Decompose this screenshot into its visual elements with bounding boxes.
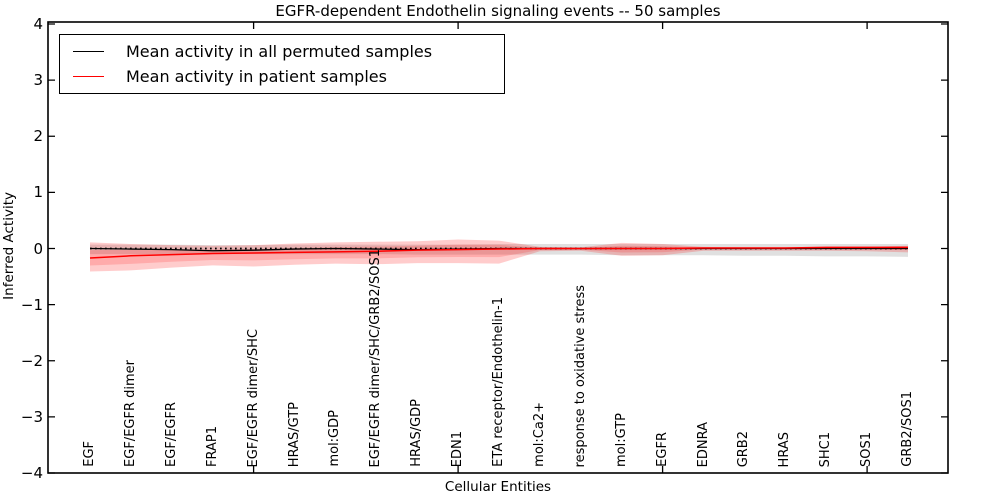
x-tick-label: EDN1 <box>450 430 466 467</box>
x-tick-label: response to oxidative stress <box>572 284 588 467</box>
y-tick-label: 1 <box>33 183 43 202</box>
y-tick-label: −2 <box>20 351 43 370</box>
x-tick-label: HRAS/GDP <box>409 399 425 467</box>
x-tick-label: HRAS <box>777 431 793 467</box>
x-tick-label: SHC1 <box>818 431 834 467</box>
black-line-swatch-icon <box>73 50 104 52</box>
x-tick-label: SOS1 <box>859 431 875 467</box>
y-tick-label: −3 <box>20 407 43 426</box>
x-tick-label: EGFR <box>654 432 670 467</box>
x-tick-label: ETA receptor/Endothelin-1 <box>491 297 506 467</box>
y-tick-label: 3 <box>33 71 43 90</box>
red-line-swatch-icon <box>73 76 104 78</box>
legend-label: Mean activity in all permuted samples <box>126 41 433 61</box>
legend-label: Mean activity in patient samples <box>126 67 387 87</box>
x-tick-label: EGF/EGFR <box>163 402 179 467</box>
x-tick-label: EDNRA <box>695 421 711 467</box>
legend-entry-permuted: Mean activity in all permuted samples <box>73 42 504 61</box>
x-tick-label: GRB2/SOS1 <box>900 391 915 467</box>
x-tick-label: mol:Ca2+ <box>531 402 547 467</box>
legend-entry-patient: Mean activity in patient samples <box>73 67 504 86</box>
y-tick-label: −4 <box>20 464 43 482</box>
patient-band-inner <box>90 244 908 266</box>
patient-mean-line <box>89 246 908 259</box>
x-tick-label: EGF/EGFR dimer <box>122 360 138 467</box>
x-tick-label: mol:GDP <box>327 410 343 467</box>
legend: Mean activity in all permuted samples Me… <box>59 34 505 94</box>
x-tick-label: EGF/EGFR dimer/SHC/GRB2/SOS1 <box>368 248 384 468</box>
x-tick-label: mol:GTP <box>613 413 629 467</box>
x-tick-label: HRAS/GTP <box>286 401 302 467</box>
x-tick-label: GRB2 <box>736 430 752 467</box>
x-axis-label: Cellular Entities <box>444 479 552 495</box>
y-tick-label: 4 <box>33 15 43 33</box>
x-tick-label: EGF/EGFR dimer/SHC <box>245 328 261 467</box>
x-tick-label: FRAP1 <box>204 426 220 467</box>
y-tick-label: 0 <box>33 239 43 258</box>
y-tick-label: 2 <box>33 127 43 146</box>
y-tick-label: −1 <box>20 295 43 314</box>
axes-spines <box>47 21 949 474</box>
x-tick-label: EGF <box>82 441 97 467</box>
chart-title: EGFR-dependent Endothelin signaling even… <box>275 2 721 20</box>
